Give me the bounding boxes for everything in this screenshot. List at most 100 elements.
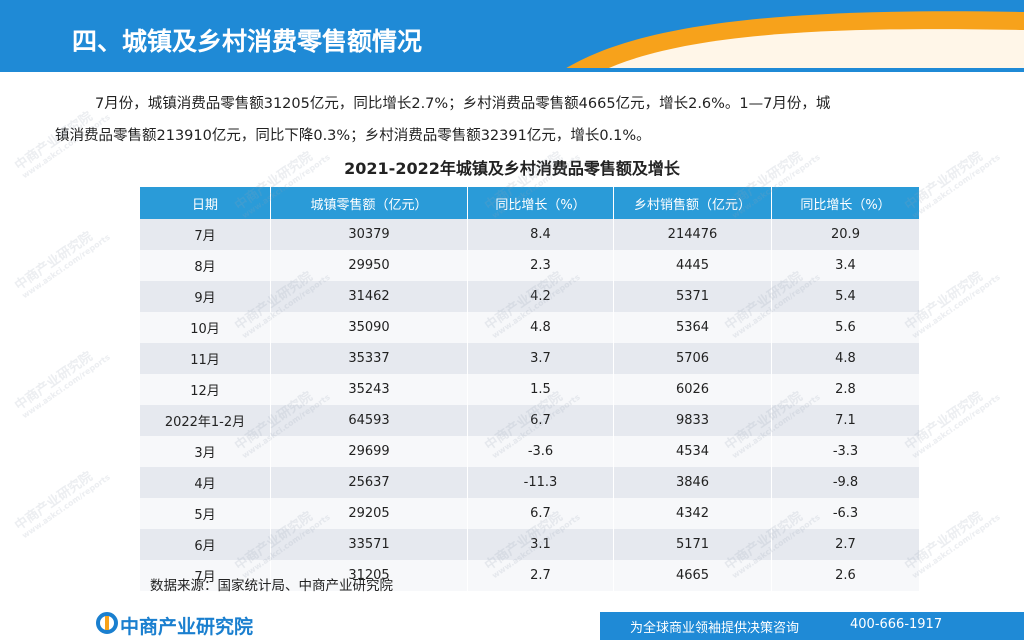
footer-bar [600, 612, 1024, 640]
table-cell: 4.8 [467, 312, 614, 343]
header-title: 四、城镇及乡村消费零售额情况 [72, 27, 423, 56]
table-cell: 4665 [613, 560, 772, 591]
table-cell: 20.9 [771, 219, 920, 250]
footer-phone: 400-666-1917 [850, 617, 943, 632]
table-cell: -3.3 [771, 436, 920, 467]
table-cell: 3.7 [467, 343, 614, 374]
table-cell: 33571 [270, 529, 468, 560]
table-row: 10月 35090 4.8 5364 5.6 [140, 312, 920, 343]
table-row: 9月 31462 4.2 5371 5.4 [140, 281, 920, 312]
table-cell: -3.6 [467, 436, 614, 467]
table-cell: 29950 [270, 250, 468, 281]
table-cell: 7月 [140, 560, 271, 591]
table-cell: 35243 [270, 374, 468, 405]
table-cell: 2.3 [467, 250, 614, 281]
table-cell: 6月 [140, 529, 271, 560]
table-title: 2021-2022年城镇及乡村消费品零售额及增长 [344, 159, 680, 178]
table-cell: -9.8 [771, 467, 920, 498]
watermark-url: www.askci.com/reports [20, 472, 112, 541]
table-cell: 5.6 [771, 312, 920, 343]
table-cell: 10月 [140, 312, 271, 343]
column-header: 同比增长（%） [467, 187, 614, 219]
table-cell: 9月 [140, 281, 271, 312]
table-cell: 30379 [270, 219, 468, 250]
table-cell: 29699 [270, 436, 468, 467]
table-row: 6月 33571 3.1 5171 2.7 [140, 529, 920, 560]
table-cell: 4.2 [467, 281, 614, 312]
data-table: 日期 城镇零售额（亿元） 同比增长（%） 乡村销售额（亿元） 同比增长（%） 7月 3037… [140, 187, 920, 591]
table-cell: 2.6 [771, 560, 920, 591]
table-cell: 2.7 [467, 560, 614, 591]
column-header: 同比增长（%） [771, 187, 920, 219]
table-cell: 5.4 [771, 281, 920, 312]
table-row: 4月 25637 -11.3 3846 -9.8 [140, 467, 920, 498]
table-row: 5月 29205 6.7 4342 -6.3 [140, 498, 920, 529]
table-row: 7月 30379 8.4 214476 20.9 [140, 219, 920, 250]
table-cell: 6026 [613, 374, 772, 405]
watermark-url: www.askci.com/reports [910, 272, 1002, 341]
column-header: 日期 [140, 187, 271, 219]
table-row: 8月 29950 2.3 4445 3.4 [140, 250, 920, 281]
table-row: 2022年1-2月 64593 6.7 9833 7.1 [140, 405, 920, 436]
table-cell: 35090 [270, 312, 468, 343]
table-cell: 3.4 [771, 250, 920, 281]
table-cell: 64593 [270, 405, 468, 436]
watermark-url: www.askci.com/reports [20, 232, 112, 301]
column-header: 城镇零售额（亿元） [270, 187, 468, 219]
table-cell: 3月 [140, 436, 271, 467]
table-cell: 214476 [613, 219, 772, 250]
table-cell: 5月 [140, 498, 271, 529]
table-cell: -6.3 [771, 498, 920, 529]
table-cell: 12月 [140, 374, 271, 405]
table-cell: -11.3 [467, 467, 614, 498]
table-cell: 5706 [613, 343, 772, 374]
table-row: 7月 31205 2.7 4665 2.6 [140, 560, 920, 591]
paragraph-line: 镇消费品零售额213910亿元，同比下降0.3%；乡村消费品零售额32391亿元… [55, 128, 651, 144]
table-cell: 4445 [613, 250, 772, 281]
header-band [0, 0, 1024, 72]
logo-icon [96, 612, 118, 634]
table-cell: 8.4 [467, 219, 614, 250]
watermark-url: www.askci.com/reports [20, 352, 112, 421]
table-row: 12月 35243 1.5 6026 2.8 [140, 374, 920, 405]
watermark-name: 中商产业研究院 [12, 229, 96, 294]
paragraph-line: 7月份，城镇消费品零售额31205亿元，同比增长2.7%；乡村消费品零售额466… [95, 96, 831, 112]
table-cell: 4.8 [771, 343, 920, 374]
source-note: 数据来源：国家统计局、中商产业研究院 [150, 578, 393, 594]
table-cell: 9833 [613, 405, 772, 436]
table-cell: 4月 [140, 467, 271, 498]
table-row: 3月 29699 -3.6 4534 -3.3 [140, 436, 920, 467]
table-cell: 25637 [270, 467, 468, 498]
table-cell: 29205 [270, 498, 468, 529]
table-cell: 1.5 [467, 374, 614, 405]
table-cell: 2.8 [771, 374, 920, 405]
table-cell: 5364 [613, 312, 772, 343]
table-cell: 31462 [270, 281, 468, 312]
table-cell: 2.7 [771, 529, 920, 560]
table-cell: 31205 [270, 560, 468, 591]
column-header: 乡村销售额（亿元） [613, 187, 772, 219]
watermark-url: www.askci.com/reports [910, 392, 1002, 461]
table-cell: 7.1 [771, 405, 920, 436]
table-cell: 5171 [613, 529, 772, 560]
table-cell: 6.7 [467, 405, 614, 436]
table-cell: 4342 [613, 498, 772, 529]
watermark-name: 中商产业研究院 [12, 349, 96, 414]
table-cell: 4534 [613, 436, 772, 467]
table-cell: 2022年1-2月 [140, 405, 271, 436]
footer-slogan: 为全球商业领袖提供决策咨询 [630, 621, 800, 636]
table-cell: 11月 [140, 343, 271, 374]
footer-logo: 中商产业研究院 [120, 616, 254, 638]
table-cell: 8月 [140, 250, 271, 281]
table-cell: 5371 [613, 281, 772, 312]
table-cell: 7月 [140, 219, 271, 250]
watermark-name: 中商产业研究院 [12, 469, 96, 534]
table-cell: 35337 [270, 343, 468, 374]
table-cell: 3846 [613, 467, 772, 498]
watermark-url: www.askci.com/reports [910, 512, 1002, 581]
table-row: 11月 35337 3.7 5706 4.8 [140, 343, 920, 374]
